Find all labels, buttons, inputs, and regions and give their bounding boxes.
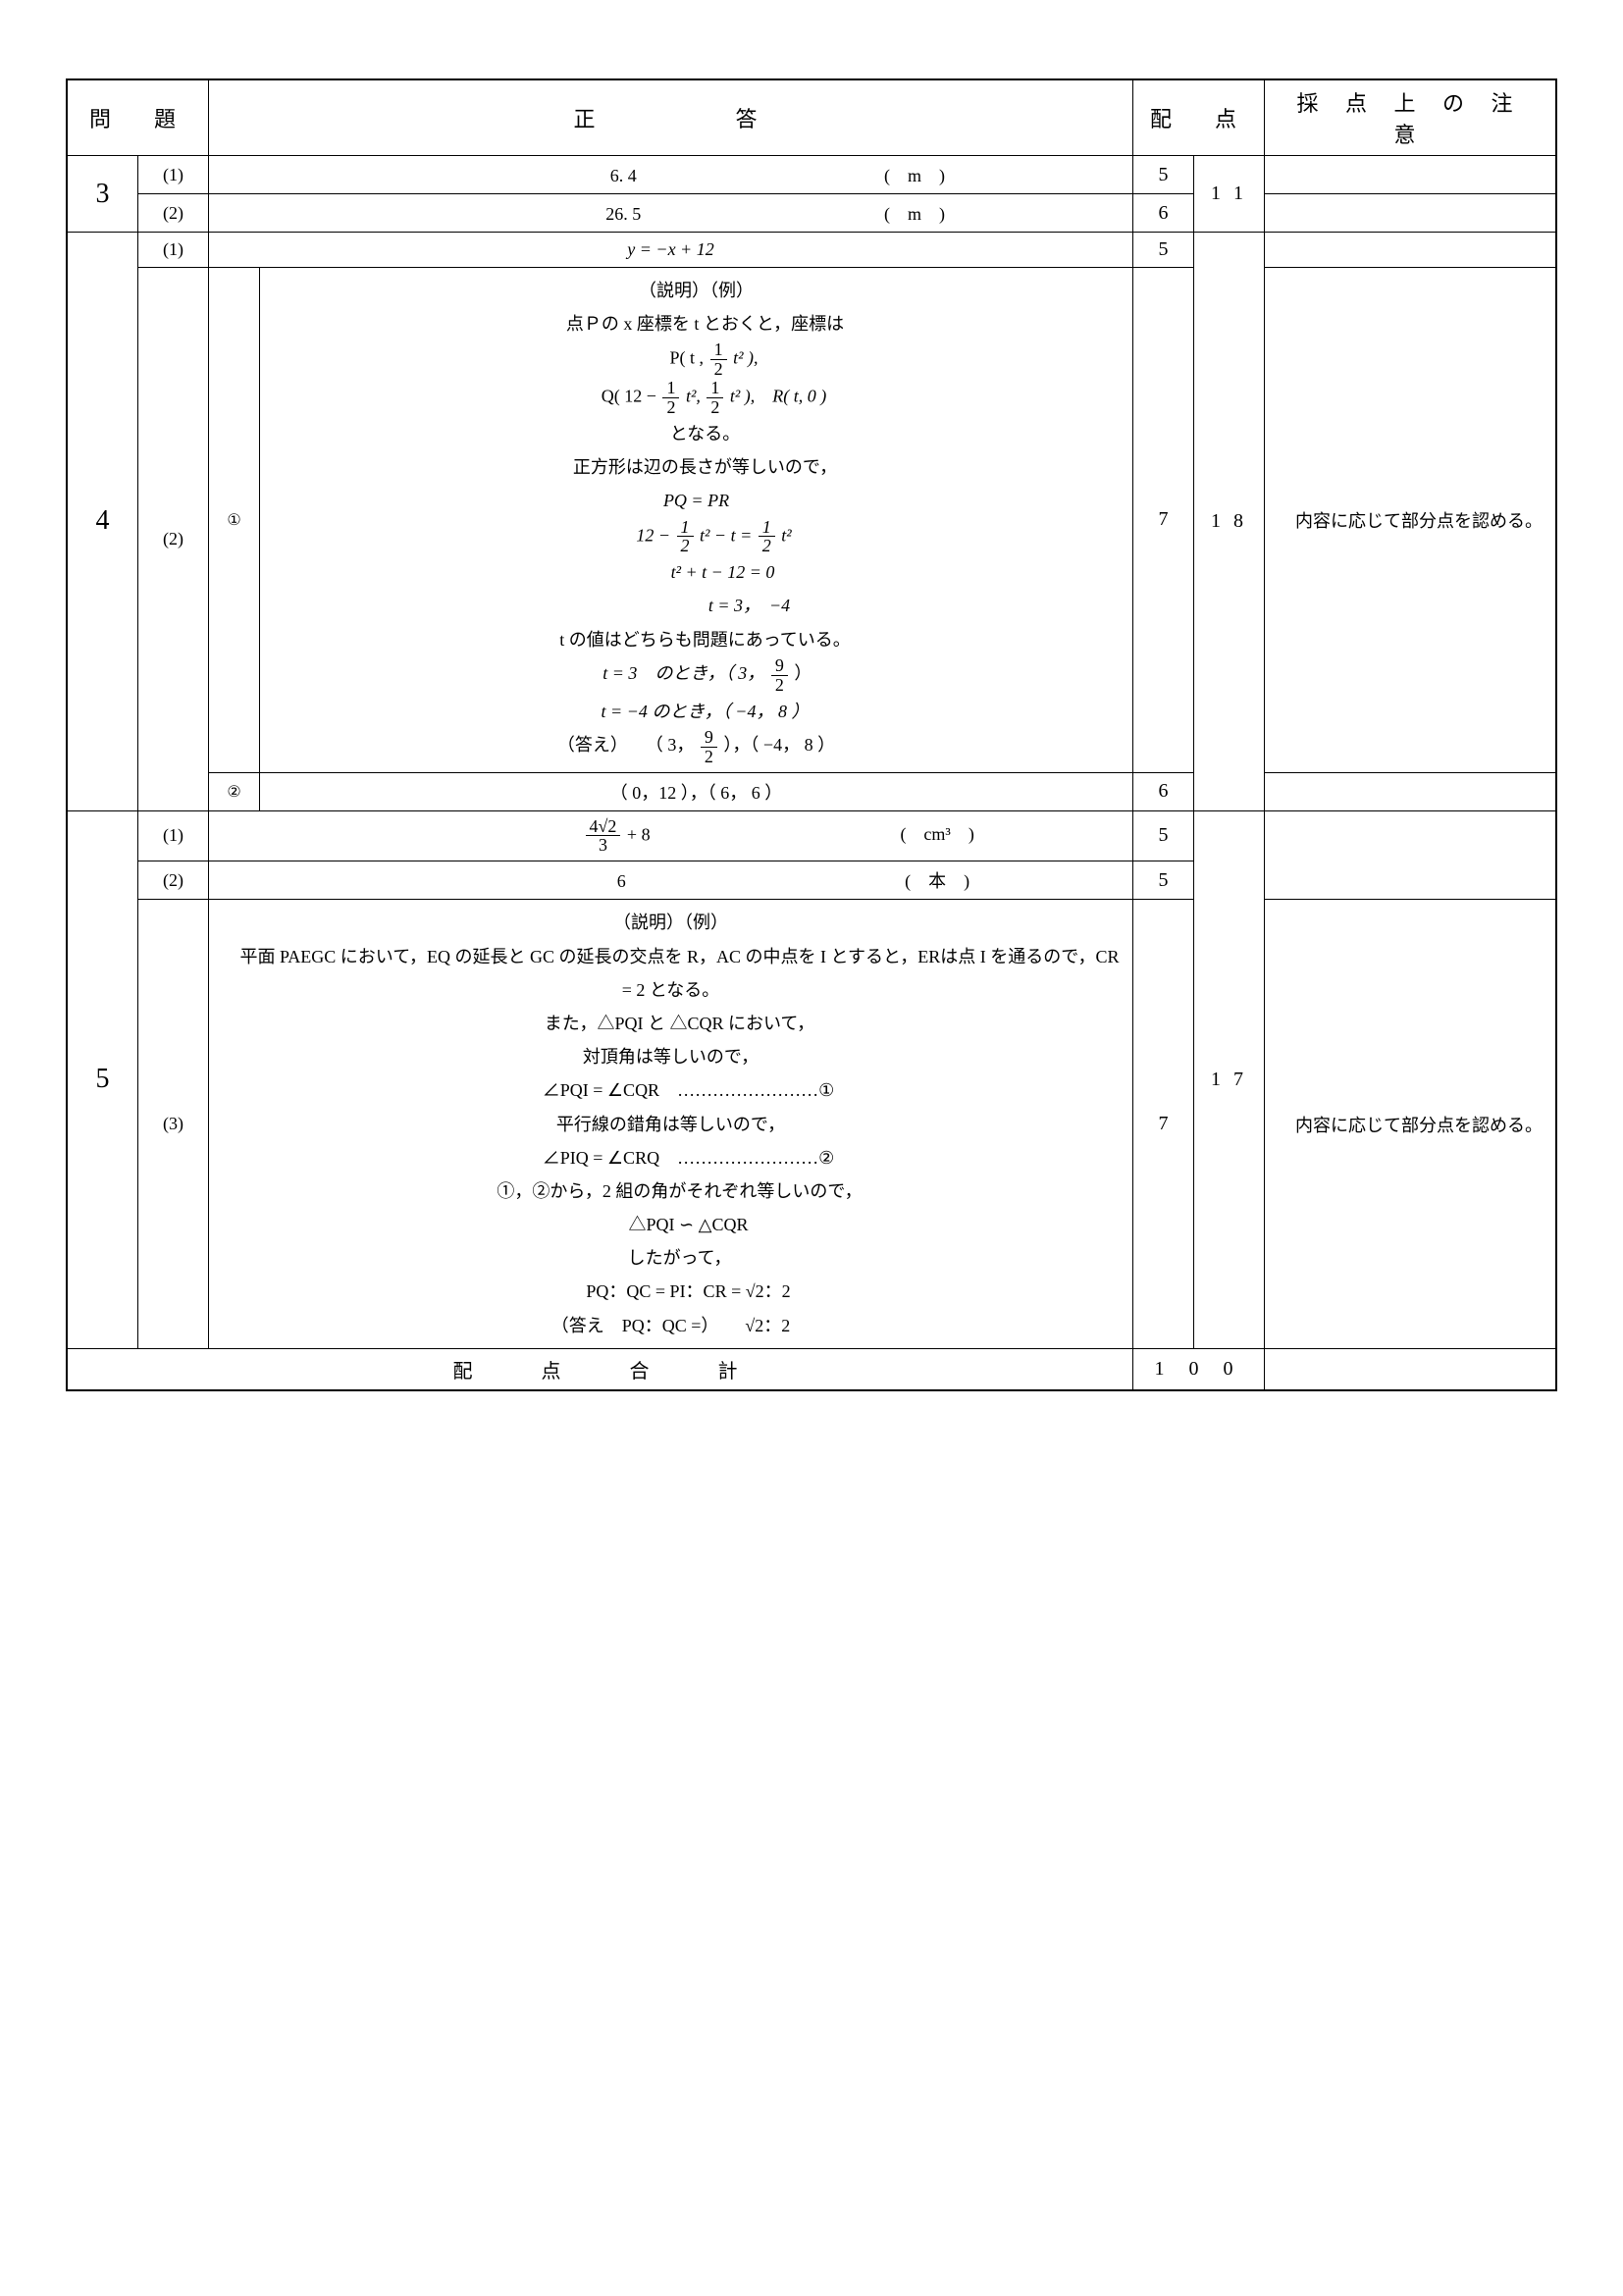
q4-l02: P( t , 12 t² ),: [268, 340, 1125, 379]
q4-l12: t = −4 のとき，（ −4， 8 ）: [602, 702, 810, 721]
q4-2-1-pts: 7: [1133, 268, 1194, 773]
scoring-table: 問 題 正 答 配 点 採 点 上 の 注 意 3 (1) 6. 4 ( m )…: [66, 78, 1557, 1391]
q4-l05: 正方形は辺の長さが等しいので，: [573, 457, 837, 477]
q5-1-label: (1): [138, 810, 209, 861]
q5-1-pts: 5: [1133, 810, 1194, 861]
col-answer: 正 答: [209, 79, 1133, 156]
q4-1-label: (1): [138, 233, 209, 268]
total-row: 配 点 合 計 1 0 0: [67, 1348, 1556, 1390]
q5-2-label: (2): [138, 861, 209, 900]
q5-l04: ∠PQI = ∠CQR ……………………①: [507, 1080, 834, 1100]
q3-number: 3: [67, 156, 138, 233]
q5-l02: また，△PQI と △CQR において，: [527, 1014, 814, 1033]
q4-1-eq: y = −x + 12: [627, 239, 713, 259]
q3-1-value: 6. 4: [610, 166, 637, 185]
q3-2-note: [1265, 194, 1557, 233]
q5-2-pts: 5: [1133, 861, 1194, 900]
q4-group-pts: 1 8: [1194, 233, 1265, 811]
q4-l07: 12 − 12 t² − t = 12 t²: [268, 518, 1125, 556]
q5-l05: 平行線の錯角は等しいので，: [556, 1115, 785, 1134]
q3-1-answer: 6. 4 ( m ): [209, 156, 1133, 194]
q3-2-unit: ( m ): [884, 200, 945, 226]
q5-12-note: [1265, 810, 1557, 900]
q5-l10: PQ：QC = PI：CR = √2：2: [550, 1281, 790, 1301]
q3-2-label: (2): [138, 194, 209, 233]
q3-group-pts: 1 1: [1194, 156, 1265, 233]
q4-2-1-explanation: （説明）（例） 点Ｐの x 座標を t とおくと，座標は P( t , 12 t…: [260, 268, 1133, 773]
q4-number: 4: [67, 233, 138, 811]
q4-row1: 4 (1) y = −x + 12 5 1 8: [67, 233, 1556, 268]
q4-l04: となる。: [670, 424, 740, 444]
q3-2-answer: 26. 5 ( m ): [209, 194, 1133, 233]
q5-l07: ①，②から，2 組の角がそれぞれ等しいので，: [479, 1181, 862, 1201]
q5-l09: したがって，: [610, 1248, 732, 1268]
q5-3-label: (3): [138, 900, 209, 1348]
q4-2-2-note: [1265, 772, 1557, 810]
q4-2-label: (2): [138, 268, 209, 811]
q4-2-2-pts: 6: [1133, 772, 1194, 810]
total-points: 1 0 0: [1133, 1348, 1265, 1390]
q4-l01: 点Ｐの x 座標を t とおくと，座標は: [566, 314, 844, 334]
q3-1-unit: ( m ): [884, 162, 945, 187]
answer-sheet: 問 題 正 答 配 点 採 点 上 の 注 意 3 (1) 6. 4 ( m )…: [66, 78, 1557, 1391]
q5-3-explanation: （説明）（例） 平面 PAEGC において，EQ の延長と GC の延長の交点を…: [209, 900, 1133, 1348]
q4-l03: Q( 12 − 12 t², 12 t² ), R( t, 0 ): [268, 379, 1125, 417]
q5-1-unit: ( cm³ ): [900, 820, 973, 846]
q4-l10: t の値はどちらも問題にあっている。: [559, 630, 851, 650]
q4-expl-head: （説明）（例）: [639, 281, 754, 300]
q4-1-answer: y = −x + 12: [209, 233, 1133, 268]
q3-2-pts: 6: [1133, 194, 1194, 233]
q3-1-pts: 5: [1133, 156, 1194, 194]
q4-2-1-note: 内容に応じて部分点を認める。: [1265, 268, 1557, 773]
header-row: 問 題 正 答 配 点 採 点 上 の 注 意: [67, 79, 1556, 156]
total-note: [1265, 1348, 1557, 1390]
q4-row3: ② （ 0，12 ），（ 6， 6 ） 6: [67, 772, 1556, 810]
q4-2-2-answer: （ 0，12 ），（ 6， 6 ）: [260, 772, 1133, 810]
q3-row2: (2) 26. 5 ( m ) 6: [67, 194, 1556, 233]
q5-number: 5: [67, 810, 138, 1348]
total-label: 配 点 合 計: [67, 1348, 1133, 1390]
col-notes: 採 点 上 の 注 意: [1265, 79, 1557, 156]
q4-2-2-label: ②: [209, 772, 260, 810]
q4-1-note: [1265, 233, 1557, 268]
q5-l08: △PQI ∽ △CQR: [594, 1215, 749, 1234]
q4-l13: （答え） （ 3， 92 ），（ −4， 8 ）: [557, 735, 835, 755]
q4-l11: t = 3 のとき，（ 3， 92 ）: [599, 663, 812, 683]
q5-2-value: 6: [617, 871, 626, 891]
q4-row2: (2) ① （説明）（例） 点Ｐの x 座標を t とおくと，座標は P( t …: [67, 268, 1556, 773]
q4-l09: t = 3， −4: [268, 589, 1125, 622]
col-question: 問 題: [67, 79, 209, 156]
q4-l08: t² + t − 12 = 0: [268, 555, 1125, 589]
q5-l01: 平面 PAEGC において，EQ の延長と GC の延長の交点を R，AC の中…: [222, 947, 1119, 1000]
q3-row1: 3 (1) 6. 4 ( m ) 5 1 1: [67, 156, 1556, 194]
q5-3-pts: 7: [1133, 900, 1194, 1348]
q5-2-unit: ( 本 ): [905, 867, 969, 893]
q3-1-note: [1265, 156, 1557, 194]
q5-3-note: 内容に応じて部分点を認める。: [1265, 900, 1557, 1348]
q5-l11: （答え PQ：QC =） √2：2: [551, 1316, 791, 1335]
q4-1-pts: 5: [1133, 233, 1194, 268]
q4-2-1-label: ①: [209, 268, 260, 773]
q5-2-answer: 6 ( 本 ): [209, 861, 1133, 900]
q5-group-pts: 1 7: [1194, 810, 1265, 1348]
q5-row3: (3) （説明）（例） 平面 PAEGC において，EQ の延長と GC の延長…: [67, 900, 1556, 1348]
q5-l03: 対頂角は等しいので，: [583, 1047, 759, 1067]
q3-2-value: 26. 5: [605, 204, 641, 224]
col-points: 配 点: [1133, 79, 1265, 156]
q5-l06: ∠PIQ = ∠CRQ ……………………②: [507, 1148, 834, 1168]
q5-row1: 5 (1) 4√23 + 8 ( cm³ ) 5 1 7: [67, 810, 1556, 861]
q3-1-label: (1): [138, 156, 209, 194]
q4-l06: PQ = PR: [268, 484, 1125, 517]
q5-1-answer: 4√23 + 8 ( cm³ ): [209, 810, 1133, 861]
q5-expl-head: （説明）（例）: [613, 913, 728, 932]
